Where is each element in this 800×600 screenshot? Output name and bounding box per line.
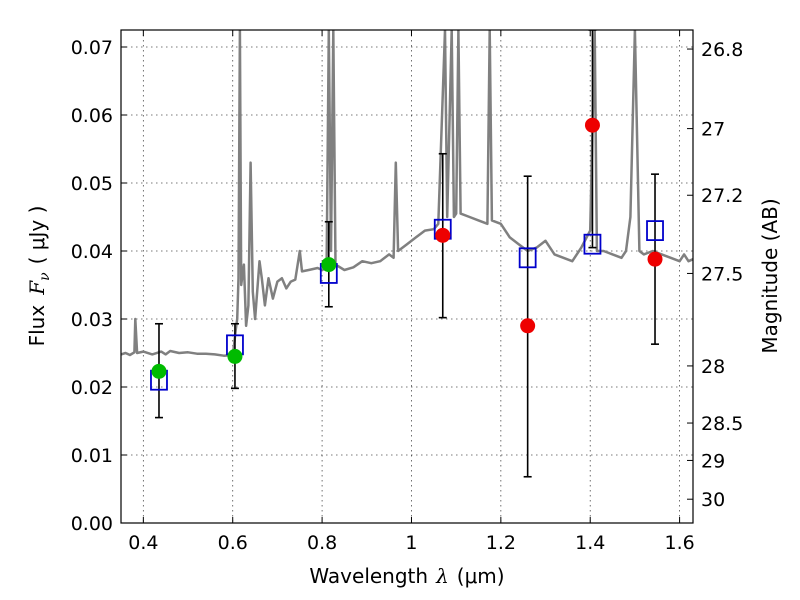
x-axis-label-symbol: λ (435, 564, 449, 588)
y-axis-label-symbol: F (25, 280, 49, 296)
y2-tick-label: 28.5 (701, 413, 743, 435)
y2-tick-label: 27 (701, 119, 725, 141)
x-tick-label: 1.2 (486, 532, 516, 554)
y-tick-label: 0.04 (71, 241, 113, 263)
y2-axis-title: Magnitude (AB) (758, 198, 782, 353)
y2-tick-label: 28 (701, 356, 725, 378)
y-tick-label: 0.00 (71, 513, 113, 535)
plot-frame (120, 29, 694, 524)
y2-tick-label: 29 (701, 450, 725, 472)
model-square-marker (583, 233, 602, 255)
y-axis-title: Flux Fν ( μJy ) (25, 206, 53, 347)
plot-area (121, 30, 693, 478)
axis-ticks (121, 30, 693, 524)
y-tick-label: 0.07 (71, 37, 113, 59)
red-data-point (435, 227, 451, 243)
green-data-point (227, 348, 243, 364)
x-axis-label-unit: (μm) (457, 564, 505, 588)
x-axis-label-text: Wavelength (309, 564, 428, 588)
green-data-point (321, 257, 337, 273)
y2-tick-label: 27.2 (701, 185, 743, 207)
y2-tick-label: 30 (701, 489, 725, 511)
green-data-point (151, 363, 167, 379)
x-tick-label: 0.8 (307, 532, 337, 554)
red-data-point (520, 318, 536, 334)
y2-tick-label: 27.5 (701, 263, 743, 285)
model-square-marker (646, 220, 664, 242)
y-tick-label: 0.06 (71, 105, 113, 127)
x-tick-label: 1.4 (575, 532, 605, 554)
x-axis-title: Wavelength λ (μm) (309, 564, 504, 588)
y-tick-label: 0.03 (71, 309, 113, 331)
y2-tick-label: 26.8 (701, 39, 743, 61)
x-tick-label: 0.6 (218, 532, 248, 554)
red-data-point (584, 117, 600, 133)
y-tick-label: 0.05 (71, 173, 113, 195)
x-tick-label: 1.6 (664, 532, 694, 554)
y-tick-label: 0.02 (71, 377, 113, 399)
y-axis-label-unit: ( μJy ) (25, 206, 49, 265)
x-tick-label: 0.4 (128, 532, 158, 554)
model-square-marker (518, 247, 537, 269)
y-axis-label-subscript: ν (37, 272, 53, 281)
red-data-point (647, 251, 663, 267)
y-axis-label-text: Flux (25, 305, 49, 347)
x-tick-label: 1 (405, 532, 417, 554)
tick-labels: 0.4 0.6 0.8 1 1.2 1.4 1.6 0.00 0.01 0.02 0.03 0.04 0… (71, 37, 744, 554)
y-tick-label: 0.01 (71, 445, 113, 467)
